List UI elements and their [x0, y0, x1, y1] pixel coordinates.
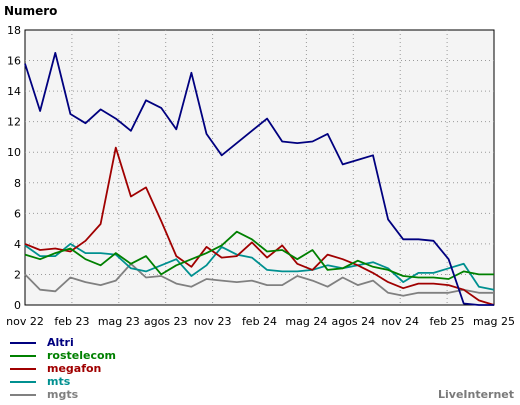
legend-swatch-megafon — [10, 368, 36, 370]
legend-label-megafon: megafon — [47, 362, 102, 375]
series-line-megafon — [24, 146, 495, 306]
legend-swatch-mts — [10, 381, 36, 383]
y-axis-label: Numero — [4, 4, 58, 18]
legend-label-altri: Altri — [47, 336, 74, 349]
x-tick-label: mag 23 — [98, 315, 140, 328]
x-tick-label: nov 22 — [6, 315, 44, 328]
y-tick-label: 8 — [14, 177, 21, 190]
y-tick-label: 6 — [14, 207, 21, 220]
chart-canvas: 0 2 4 6 8 10 12 14 16 18 nov 22 feb 23 mag 23 agos 2… — [6, 24, 515, 328]
series-lines — [24, 52, 495, 306]
x-tick-label: agos 23 — [144, 315, 188, 328]
y-tick-label: 10 — [7, 146, 21, 159]
x-tick-label: feb 24 — [242, 315, 277, 328]
x-tick-label: feb 25 — [430, 315, 465, 328]
y-tick-label: 14 — [7, 85, 21, 98]
plot-background — [24, 29, 495, 306]
series-line-altri — [24, 52, 494, 306]
y-tick-label: 2 — [14, 268, 21, 281]
x-tick-label: feb 23 — [54, 315, 89, 328]
legend-label-mgts: mgts — [47, 388, 79, 401]
series-line-mgts — [24, 262, 494, 297]
y-axis-ticks: 0 2 4 6 8 10 12 14 16 18 — [7, 24, 21, 312]
series-line-mts — [24, 242, 495, 291]
watermark-liveinternet: LiveInternet — [438, 388, 515, 401]
legend-label-mts: mts — [47, 375, 71, 388]
legend-swatch-rostelecom — [10, 355, 36, 357]
y-tick-label: 4 — [14, 238, 21, 251]
x-axis-ticks: nov 22 feb 23 mag 23 agos 23 nov 23 feb 24 mag… — [6, 315, 515, 328]
x-tick-label: nov 24 — [381, 315, 419, 328]
y-tick-label: 16 — [7, 55, 21, 68]
y-tick-label: 12 — [7, 116, 21, 129]
x-tick-label: agos 24 — [331, 315, 375, 328]
y-tick-label: 0 — [14, 299, 21, 312]
x-tick-label: mag 24 — [285, 315, 327, 328]
legend-swatch-altri — [10, 342, 36, 344]
series-line-rostelecom — [24, 230, 494, 280]
y-tick-label: 18 — [7, 24, 21, 37]
legend-label-rostelecom: rostelecom — [47, 349, 117, 362]
x-tick-label: mag 25 — [473, 315, 515, 328]
x-tick-label: nov 23 — [194, 315, 232, 328]
legend-swatch-mgts — [10, 394, 36, 396]
